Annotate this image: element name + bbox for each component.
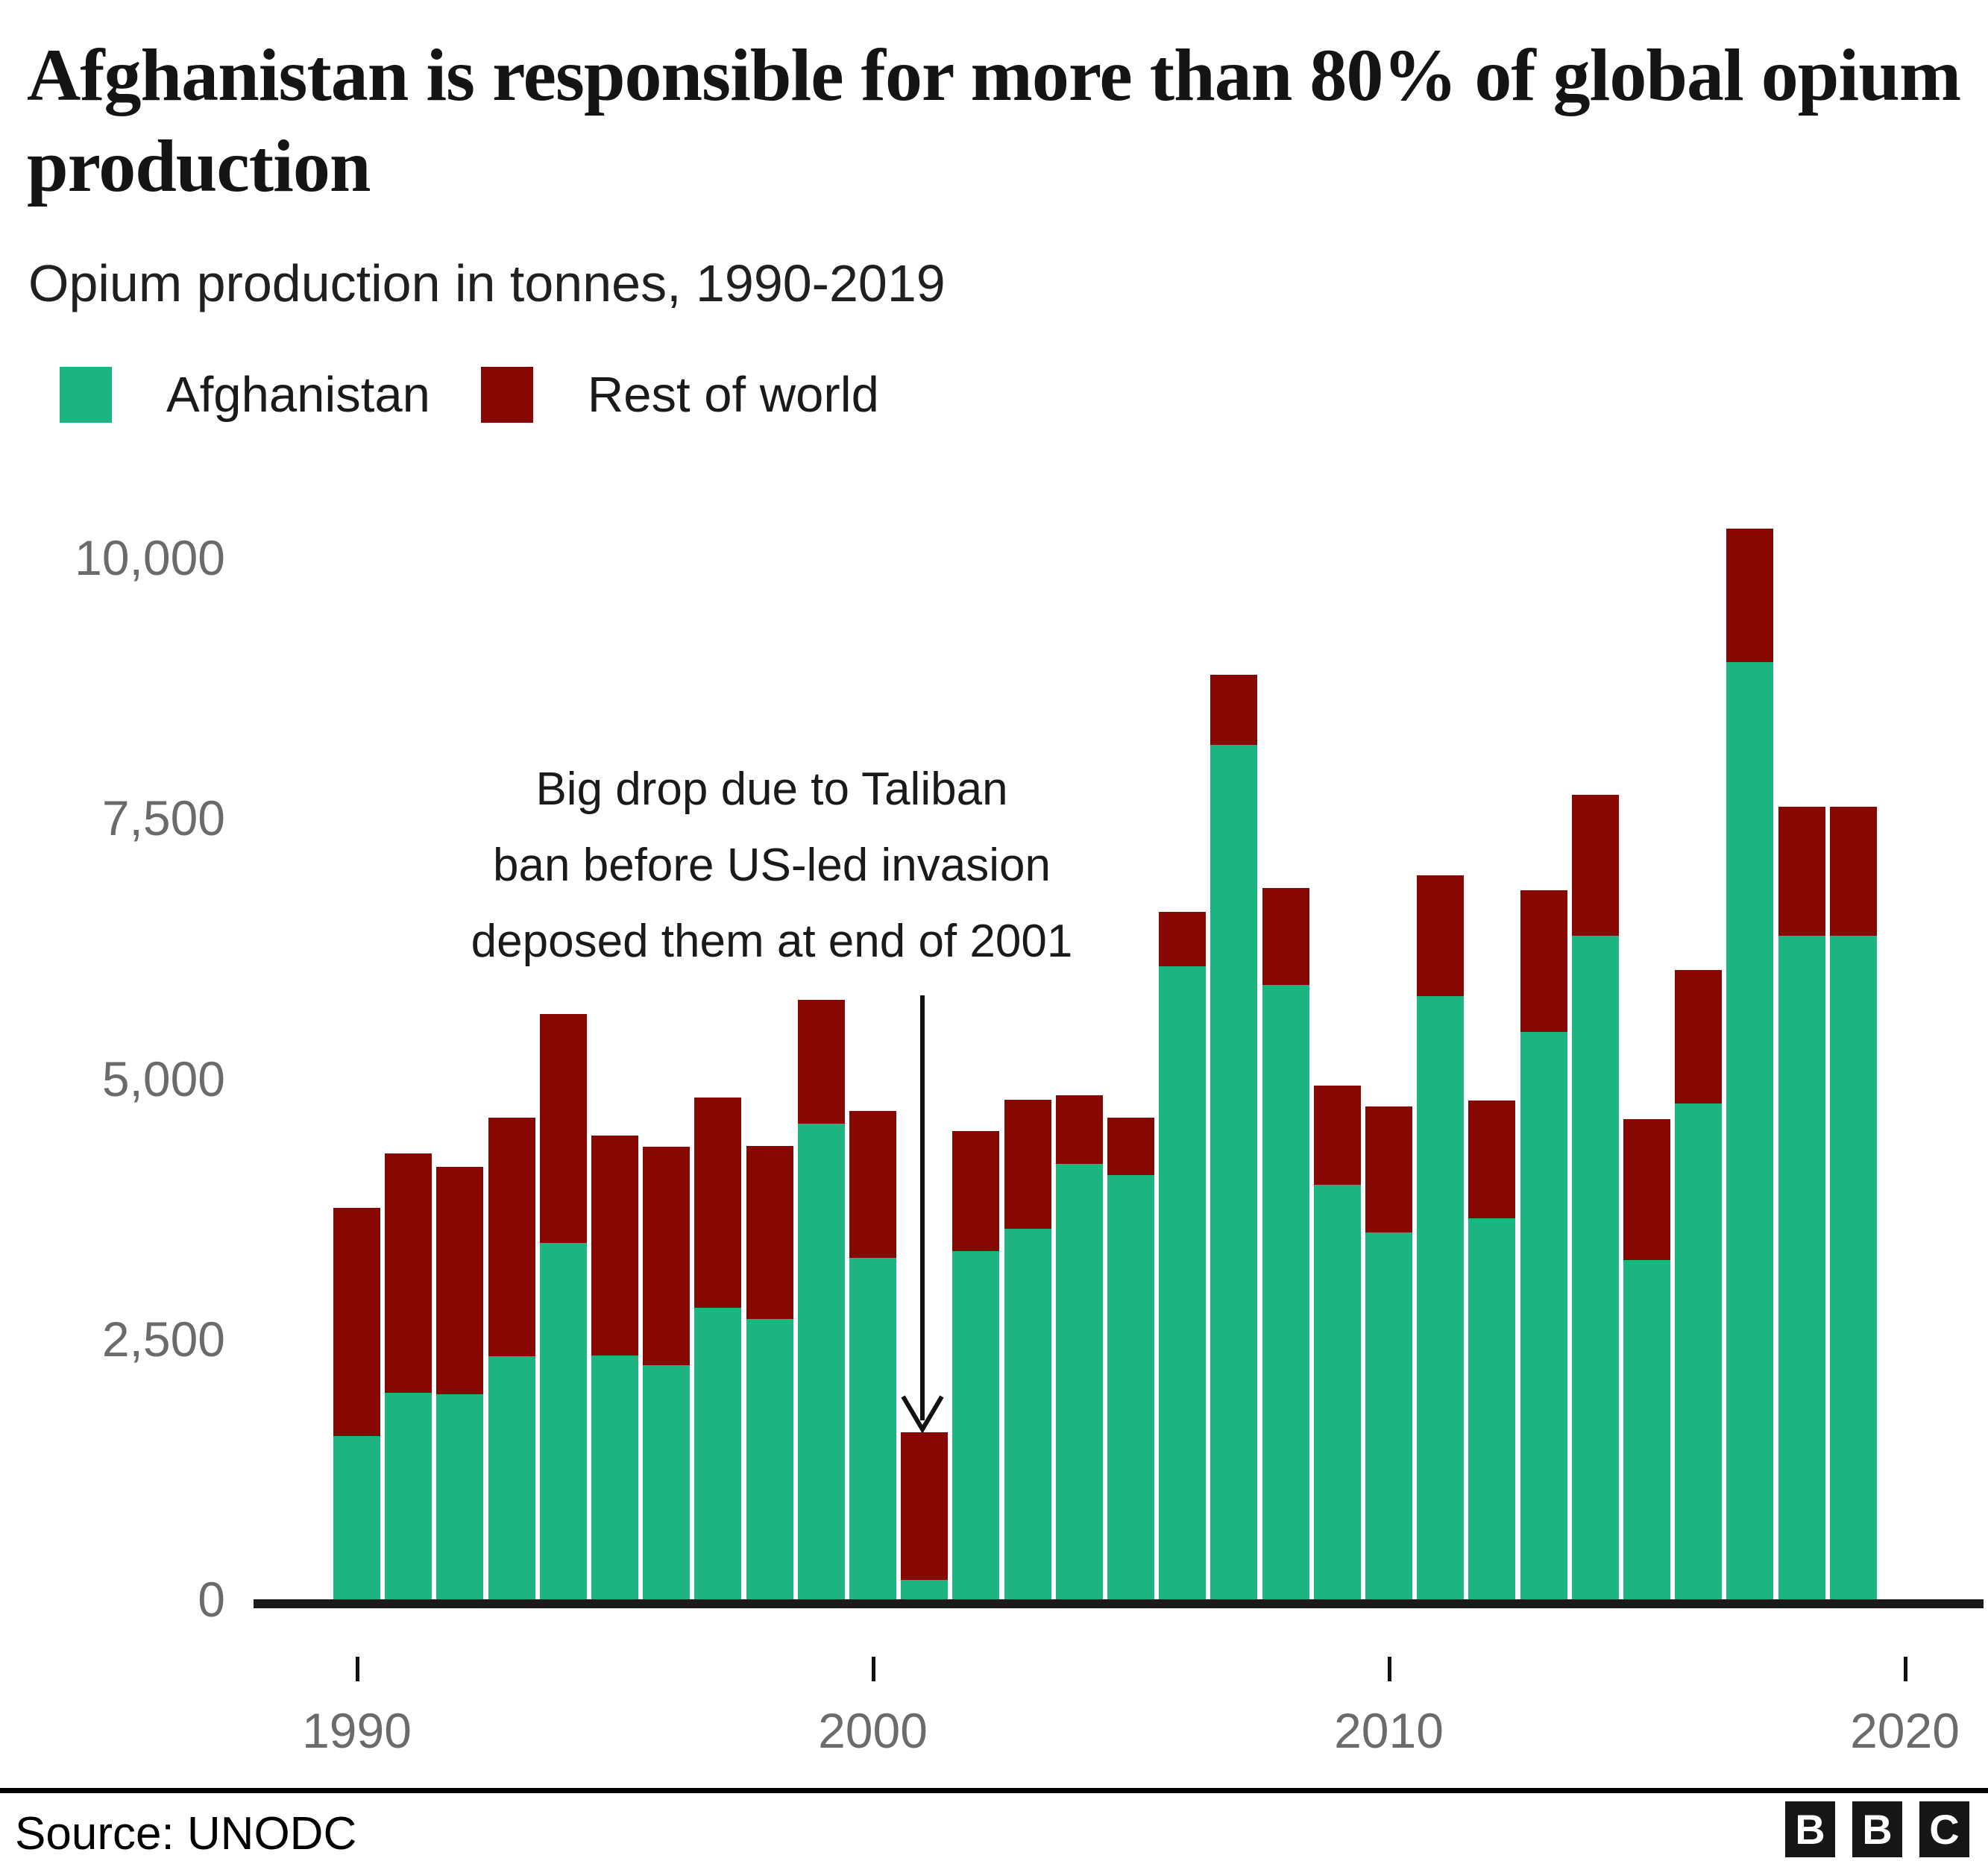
- bar-1993-rest-of-world: [488, 1118, 535, 1356]
- bbc-logo-letter: B: [1852, 1801, 1902, 1857]
- x-axis-tick: [1387, 1657, 1391, 1681]
- bar-1990-rest-of-world: [333, 1208, 380, 1436]
- bar-2016-rest-of-world: [1675, 970, 1723, 1103]
- bar-2000-afghanistan: [849, 1258, 896, 1599]
- bar-1994-afghanistan: [539, 1243, 587, 1599]
- bar-2012-afghanistan: [1468, 1218, 1516, 1599]
- x-axis-tick-label: 2000: [818, 1703, 928, 1758]
- bar-2008-rest-of-world: [1262, 888, 1309, 985]
- bar-1994-rest-of-world: [539, 1014, 587, 1243]
- bar-1991-rest-of-world: [385, 1153, 432, 1393]
- bar-2004-afghanistan: [1055, 1164, 1103, 1599]
- down-arrow-icon: [901, 995, 944, 1434]
- chart-subtitle: Opium production in tonnes, 1990-2019: [28, 254, 946, 312]
- bar-1991-afghanistan: [385, 1393, 432, 1599]
- bar-2016-afghanistan: [1675, 1103, 1723, 1599]
- bar-1997-afghanistan: [694, 1308, 742, 1599]
- legend-swatch-icon: [480, 367, 533, 423]
- bar-1993-afghanistan: [488, 1356, 535, 1599]
- bar-2018-afghanistan: [1778, 936, 1825, 1599]
- bar-2015-rest-of-world: [1623, 1119, 1670, 1260]
- bar-2009-afghanistan: [1313, 1185, 1361, 1599]
- source-credit: Source: UNODC: [15, 1808, 357, 1860]
- bar-2017-rest-of-world: [1726, 529, 1774, 662]
- y-axis-tick-label: 10,000: [75, 530, 225, 585]
- bar-2007-afghanistan: [1210, 745, 1258, 1599]
- bar-1995-rest-of-world: [591, 1136, 638, 1356]
- bar-2013-afghanistan: [1520, 1032, 1567, 1599]
- bar-2005-afghanistan: [1107, 1175, 1154, 1599]
- bar-1990-afghanistan: [333, 1436, 380, 1599]
- annotation-line: ban before US-led invasion: [493, 840, 1051, 891]
- bar-2005-rest-of-world: [1107, 1118, 1154, 1175]
- bar-2019-rest-of-world: [1829, 807, 1877, 936]
- bar-2014-afghanistan: [1571, 936, 1619, 1599]
- legend-label: Afghanistan: [166, 367, 430, 423]
- bar-1998-rest-of-world: [746, 1146, 793, 1319]
- bar-2010-afghanistan: [1365, 1232, 1412, 1599]
- bar-1995-afghanistan: [591, 1356, 638, 1599]
- x-axis-line: [254, 1599, 1984, 1608]
- bar-2001-rest-of-world: [901, 1432, 949, 1580]
- x-axis-tick-label: 2010: [1334, 1703, 1444, 1758]
- bar-2007-rest-of-world: [1210, 675, 1258, 745]
- bar-2014-rest-of-world: [1571, 795, 1619, 936]
- legend-label: Rest of world: [587, 367, 879, 423]
- bar-2010-rest-of-world: [1365, 1106, 1412, 1232]
- footer-divider: [0, 1788, 1988, 1793]
- x-axis-tick: [355, 1657, 359, 1681]
- bar-1999-rest-of-world: [797, 1000, 845, 1124]
- legend-swatch-icon: [60, 367, 112, 423]
- y-axis-tick-label: 5,000: [101, 1051, 225, 1106]
- bbc-logo-letter: B: [1785, 1801, 1835, 1857]
- x-axis-tick: [871, 1657, 875, 1681]
- x-axis-tick: [1903, 1657, 1907, 1681]
- bar-2013-rest-of-world: [1520, 890, 1567, 1032]
- y-axis-tick-label: 2,500: [101, 1311, 225, 1367]
- bar-2003-rest-of-world: [1004, 1100, 1051, 1229]
- bar-2012-rest-of-world: [1468, 1101, 1516, 1218]
- annotation-text: Big drop due to Taliban ban before US-led…: [324, 752, 1219, 980]
- bar-2015-afghanistan: [1623, 1260, 1670, 1599]
- annotation-line: deposed them at end of 2001: [471, 916, 1073, 967]
- bar-2003-afghanistan: [1004, 1229, 1051, 1599]
- chart-legend: Afghanistan Rest of world: [60, 367, 879, 423]
- bar-1999-afghanistan: [797, 1124, 845, 1599]
- bar-2008-afghanistan: [1262, 985, 1309, 1599]
- y-axis-tick-label: 7,500: [101, 790, 225, 846]
- bar-2009-rest-of-world: [1313, 1086, 1361, 1185]
- bar-2006-rest-of-world: [1159, 912, 1207, 966]
- page-title: Afghanistan is responsible for more than…: [27, 34, 1961, 207]
- bar-1992-afghanistan: [436, 1394, 484, 1599]
- bbc-logo-letter: C: [1919, 1801, 1969, 1857]
- bar-2002-afghanistan: [952, 1251, 1000, 1599]
- legend-item-afghanistan: Afghanistan: [60, 367, 430, 423]
- bar-2019-afghanistan: [1829, 936, 1877, 1599]
- x-axis-tick-label: 1990: [302, 1703, 412, 1758]
- bar-2001-afghanistan: [901, 1580, 949, 1599]
- bar-1997-rest-of-world: [694, 1098, 742, 1308]
- y-axis-tick-label: 0: [198, 1572, 225, 1627]
- bar-2004-rest-of-world: [1055, 1095, 1103, 1164]
- legend-item-rest-of-world: Rest of world: [480, 367, 879, 423]
- bar-2011-afghanistan: [1417, 996, 1465, 1599]
- annotation-line: Big drop due to Taliban: [535, 763, 1008, 815]
- bar-2002-rest-of-world: [952, 1131, 1000, 1251]
- bar-2011-rest-of-world: [1417, 875, 1465, 996]
- x-axis-tick-label: 2020: [1850, 1703, 1960, 1758]
- bar-2006-afghanistan: [1159, 966, 1207, 1599]
- bar-2000-rest-of-world: [849, 1111, 896, 1258]
- bar-1996-rest-of-world: [643, 1147, 691, 1365]
- bar-1996-afghanistan: [643, 1365, 691, 1599]
- bar-1998-afghanistan: [746, 1319, 793, 1599]
- bar-2018-rest-of-world: [1778, 807, 1825, 936]
- bar-2017-afghanistan: [1726, 662, 1774, 1599]
- bar-1992-rest-of-world: [436, 1167, 484, 1394]
